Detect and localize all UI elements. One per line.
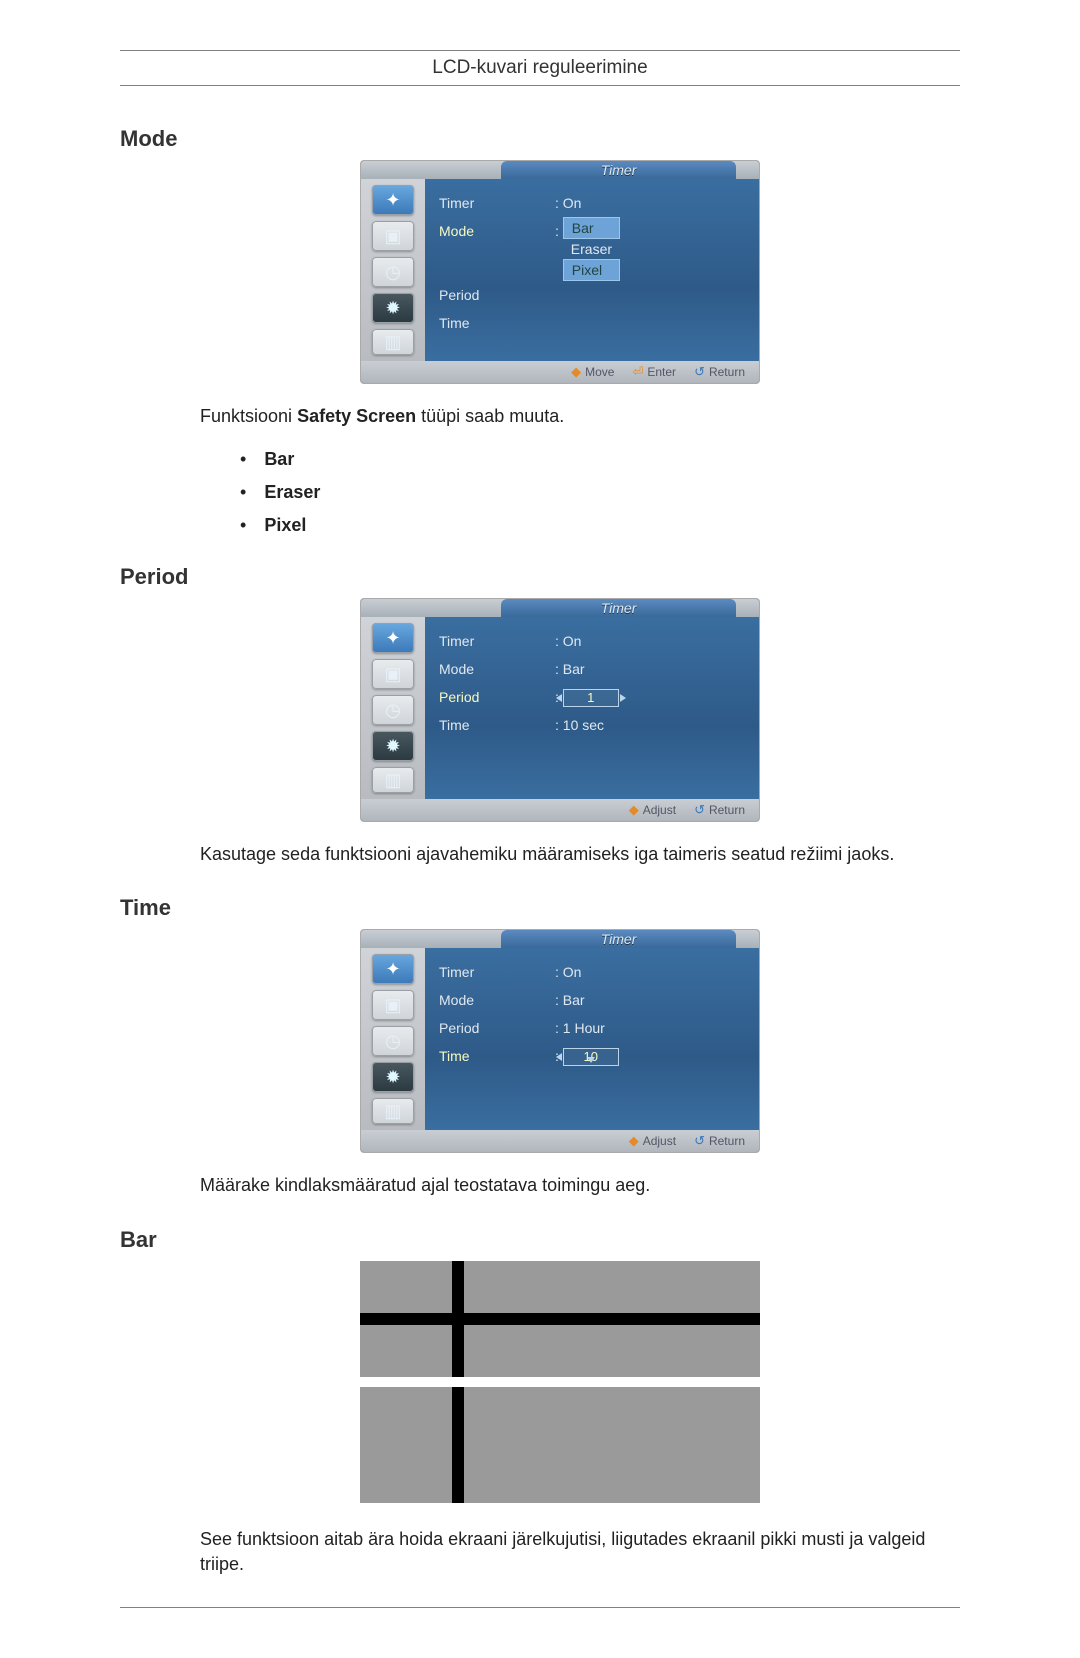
osd-mode-dropdown[interactable]: Bar Eraser Pixel: [563, 217, 620, 281]
osd-label-period: Period: [439, 281, 555, 309]
osd-label-mode[interactable]: Mode: [439, 217, 555, 281]
osd-label-time: Time: [439, 711, 555, 739]
osd-value-timer: On: [563, 195, 582, 211]
osd-footer-adjust: Adjust: [643, 803, 676, 817]
osd-screenshot-period: Timer ✦ ▣ ◷ ✹ ▥ Timer On Mode: [360, 598, 760, 822]
osd-label-mode: Mode: [439, 655, 555, 683]
osd-value-timer: On: [563, 633, 582, 649]
mode-description: Funktsiooni Safety Screen tüüpi saab muu…: [200, 404, 960, 429]
mode-bullet-pixel: Pixel: [264, 515, 306, 535]
osd-screenshot-mode: Timer ✦ ▣ ◷ ✹ ▥ Timer On Mode: [360, 160, 760, 384]
osd-label-period: Period: [439, 1014, 555, 1042]
picture-icon: ✦: [372, 185, 414, 215]
osd-footer-return: Return: [709, 803, 745, 817]
heading-bar: Bar: [120, 1227, 960, 1253]
setup-icon: ✹: [372, 293, 414, 323]
osd-mode-opt-pixel[interactable]: Pixel: [563, 259, 620, 281]
osd-mode-opt-bar[interactable]: Bar: [563, 217, 620, 239]
osd-value-mode: Bar: [563, 992, 585, 1008]
osd-label-period[interactable]: Period: [439, 683, 555, 711]
osd-title: Timer: [501, 599, 735, 617]
osd-label-time[interactable]: Time: [439, 1042, 555, 1070]
osd-value-timer: On: [563, 964, 582, 980]
picture-icon: ✦: [372, 623, 414, 653]
osd-mode-opt-eraser[interactable]: Eraser: [563, 239, 620, 259]
osd-title: Timer: [501, 930, 735, 948]
bar-pattern-illustration-1: [360, 1261, 760, 1377]
osd-label-timer: Timer: [439, 958, 555, 986]
multi-icon: ▥: [372, 329, 414, 355]
osd-label-timer: Timer: [439, 627, 555, 655]
heading-time: Time: [120, 895, 960, 921]
multi-icon: ▥: [372, 1098, 414, 1124]
bar-description: See funktsioon aitab ära hoida ekraani j…: [200, 1527, 960, 1577]
osd-time-value[interactable]: 10: [563, 1048, 619, 1066]
heading-period: Period: [120, 564, 960, 590]
period-description: Kasutage seda funktsiooni ajavahemiku mä…: [200, 842, 960, 867]
clock-icon: ◷: [372, 1026, 414, 1056]
osd-title: Timer: [501, 161, 735, 179]
multi-icon: ▥: [372, 767, 414, 793]
osd-footer-enter: Enter: [647, 365, 676, 379]
bar-pattern-illustration-2: [360, 1387, 760, 1503]
osd-label-timer: Timer: [439, 189, 555, 217]
osd-label-mode: Mode: [439, 986, 555, 1014]
setup-icon: ✹: [372, 1062, 414, 1092]
osd-footer-return: Return: [709, 1134, 745, 1148]
picture-icon: ✦: [372, 954, 414, 984]
input-icon: ▣: [372, 659, 414, 689]
setup-icon: ✹: [372, 731, 414, 761]
clock-icon: ◷: [372, 695, 414, 725]
osd-value-time: 10 sec: [563, 717, 604, 733]
input-icon: ▣: [372, 221, 414, 251]
mode-bullet-bar: Bar: [264, 449, 294, 469]
time-description: Määrake kindlaksmääratud ajal teostatava…: [200, 1173, 960, 1198]
osd-footer-adjust: Adjust: [643, 1134, 676, 1148]
input-icon: ▣: [372, 990, 414, 1020]
mode-bullet-eraser: Eraser: [264, 482, 320, 502]
osd-screenshot-time: Timer ✦ ▣ ◷ ✹ ▥ Timer On Mode: [360, 929, 760, 1153]
heading-mode: Mode: [120, 126, 960, 152]
osd-period-value[interactable]: 1: [563, 689, 619, 707]
osd-value-period: 1 Hour: [563, 1020, 605, 1036]
osd-footer-move: Move: [585, 365, 614, 379]
osd-value-mode: Bar: [563, 661, 585, 677]
mode-options-list: Bar Eraser Pixel: [240, 449, 960, 536]
page-header: LCD-kuvari reguleerimine: [120, 57, 960, 79]
osd-label-time: Time: [439, 309, 555, 337]
osd-footer-return: Return: [709, 365, 745, 379]
clock-icon: ◷: [372, 257, 414, 287]
